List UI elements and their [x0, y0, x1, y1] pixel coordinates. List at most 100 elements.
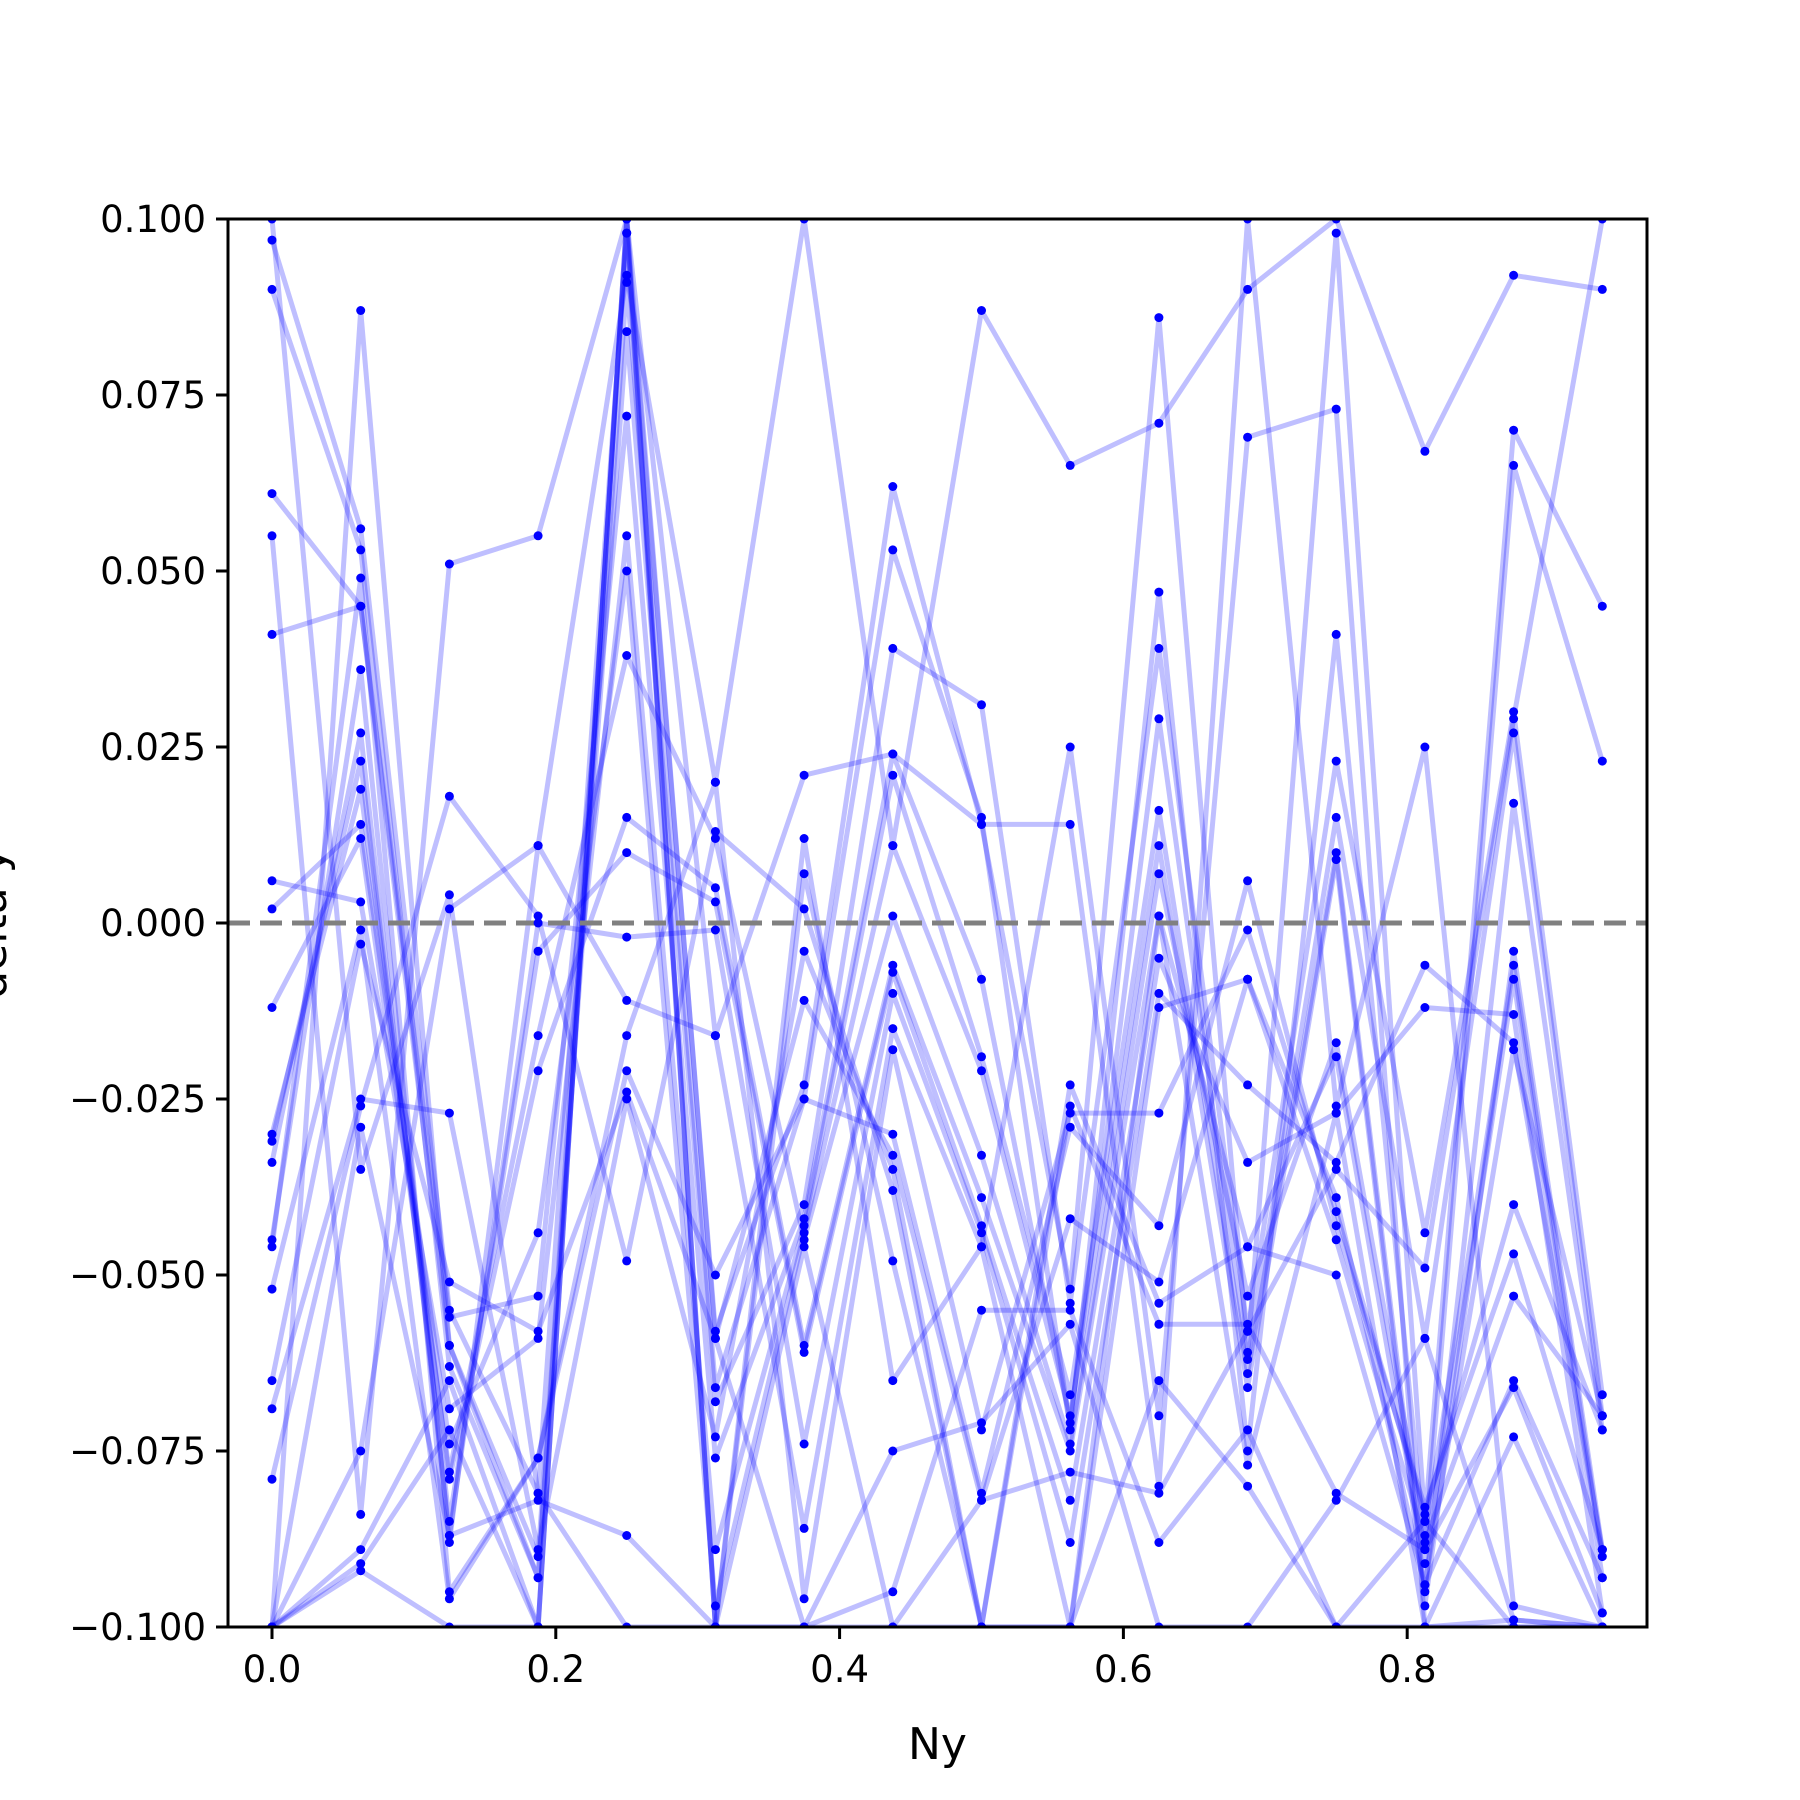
data-point [356, 1094, 366, 1104]
data-point [1154, 1538, 1164, 1547]
data-point [267, 1157, 277, 1167]
data-point [1331, 1495, 1341, 1505]
data-point [1509, 960, 1519, 970]
data-point [1509, 707, 1519, 717]
data-point [1509, 1291, 1519, 1301]
data-point [267, 1129, 277, 1139]
series-line-8 [269, 786, 1605, 1579]
data-point [1154, 1003, 1164, 1012]
data-point [710, 1601, 720, 1611]
data-point [1509, 425, 1519, 435]
data-point [622, 277, 632, 287]
data-point [444, 1108, 454, 1118]
data-point [799, 1200, 809, 1210]
data-point [533, 1228, 543, 1238]
data-point [710, 925, 720, 935]
data-point [977, 1052, 986, 1062]
data-point [533, 841, 543, 851]
data-point [1243, 432, 1253, 442]
data-point [710, 827, 720, 836]
data-point [1420, 446, 1430, 456]
data-point [1331, 1101, 1341, 1111]
data-point [622, 270, 632, 280]
data-point [1065, 1467, 1075, 1477]
data-point [267, 1284, 277, 1294]
data-point [1420, 1516, 1430, 1526]
data-point [1154, 1481, 1164, 1491]
data-point [1597, 1411, 1607, 1421]
data-point [1420, 1538, 1430, 1547]
data-point [977, 1418, 986, 1428]
data-point [1065, 1411, 1075, 1421]
data-point [1509, 1615, 1519, 1625]
data-point [622, 848, 632, 858]
data-point [1243, 1080, 1253, 1090]
data-point [977, 1488, 986, 1498]
data-point [444, 1467, 454, 1477]
data-point [799, 1594, 809, 1604]
data-point [356, 1545, 366, 1555]
x-axis-ticks: 0.0 0.2 0.4 0.6 0.8 [243, 1627, 1437, 1691]
data-point [533, 911, 543, 921]
data-point [799, 1080, 809, 1090]
data-point [356, 1122, 366, 1132]
data-point [267, 629, 277, 639]
data-point [622, 1531, 632, 1540]
data-point [1597, 1390, 1607, 1400]
data-point [1065, 1101, 1075, 1111]
data-point [710, 1031, 720, 1041]
data-point [444, 1439, 454, 1449]
data-point [267, 904, 277, 914]
data-point [977, 700, 986, 710]
data-point [888, 1129, 898, 1139]
data-point [1154, 1298, 1164, 1308]
data-point [1243, 925, 1253, 935]
data-point [1243, 1355, 1253, 1364]
data-point [1331, 848, 1341, 858]
data-point [1154, 1319, 1164, 1329]
data-point [1243, 974, 1253, 984]
data-point [444, 1425, 454, 1435]
series-line-9 [269, 758, 1605, 1614]
series-line-5 [271, 533, 1605, 1595]
x-axis-label: Ny [908, 1719, 967, 1770]
data-point [977, 819, 986, 829]
series-line-16 [269, 793, 1605, 1627]
data-point [356, 784, 366, 794]
data-point [533, 1552, 543, 1562]
data-point [1154, 1488, 1164, 1498]
data-point [533, 1031, 543, 1041]
data-point [1243, 1369, 1253, 1379]
data-point [1065, 1108, 1075, 1118]
data-point [356, 601, 366, 611]
data-point [888, 749, 898, 759]
data-point [1420, 960, 1430, 970]
data-point [1243, 1326, 1253, 1336]
marker-layer [267, 219, 1607, 1627]
data-point [1509, 1601, 1519, 1611]
data-point [356, 1101, 366, 1111]
data-point [888, 988, 898, 998]
data-point [977, 306, 986, 315]
data-point [356, 939, 366, 949]
data-point [1243, 1291, 1253, 1301]
data-point [1331, 1038, 1341, 1048]
series-line-4 [271, 413, 1605, 1461]
data-point [1065, 1538, 1075, 1547]
data-point [1154, 1376, 1164, 1386]
data-point [267, 1404, 277, 1414]
data-point [1154, 805, 1164, 815]
series-line-3 [270, 329, 1605, 1560]
data-point [977, 1228, 986, 1238]
data-point [1065, 460, 1075, 470]
data-point [267, 1474, 277, 1484]
data-point [356, 1446, 366, 1456]
y-tick-label: 0.100 [100, 198, 206, 241]
y-tick-label: −0.025 [69, 1078, 206, 1121]
series-line-24 [270, 219, 1603, 1627]
data-point [1331, 1207, 1341, 1217]
data-point [1154, 587, 1164, 597]
data-point [710, 1383, 720, 1393]
data-point [1509, 1432, 1519, 1442]
data-point [1509, 1376, 1519, 1386]
